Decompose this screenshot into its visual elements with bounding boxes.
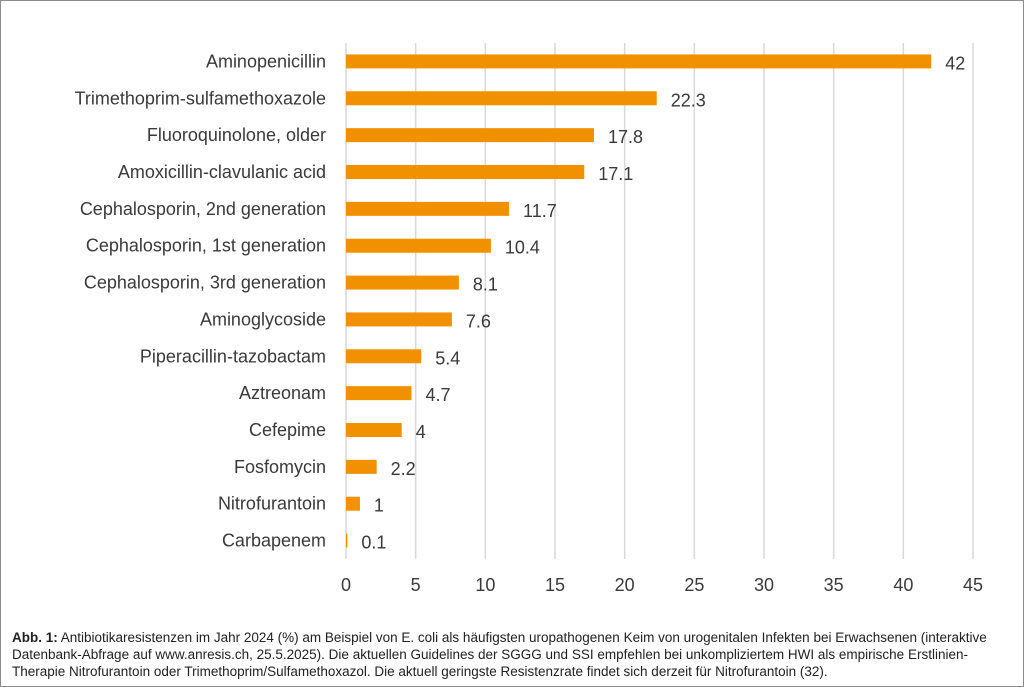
- category-label: Amoxicillin-clavulanic acid: [118, 162, 326, 182]
- bar: [346, 201, 510, 216]
- gridlines: [345, 43, 974, 559]
- value-label: 0.1: [361, 533, 386, 553]
- bar: [346, 496, 360, 511]
- value-label: 22.3: [671, 90, 706, 110]
- bar-chart: Aminopenicillin Trimethoprim-sulfamethoxa…: [75, 43, 983, 595]
- value-label: 1: [374, 496, 384, 516]
- x-tick-label: 5: [411, 575, 421, 595]
- caption-label: Abb. 1:: [12, 630, 58, 645]
- caption-text: Antibiotikaresistenzen im Jahr 2024 (%) …: [12, 630, 987, 679]
- x-tick-label: 20: [615, 575, 635, 595]
- x-tick-label: 15: [545, 575, 565, 595]
- x-tick-label: 25: [684, 575, 704, 595]
- category-label: Fosfomycin: [234, 457, 326, 477]
- x-axis-ticks: 0 5 10 15 20 25 30 35 40 45: [341, 575, 983, 595]
- x-tick-label: 0: [341, 575, 351, 595]
- category-label: Cephalosporin, 1st generation: [86, 236, 326, 256]
- category-label: Nitrofurantoin: [218, 494, 326, 514]
- bar: [346, 533, 348, 548]
- figure-caption: Abb. 1: Antibiotikaresistenzen im Jahr 2…: [12, 629, 1012, 680]
- bar: [346, 54, 932, 69]
- x-tick-label: 10: [475, 575, 495, 595]
- category-label: Cephalosporin, 2nd generation: [80, 199, 326, 219]
- bar: [346, 349, 422, 364]
- category-label: Aminopenicillin: [206, 51, 326, 71]
- bar: [346, 165, 585, 179]
- value-label: 11.7: [523, 201, 557, 221]
- bar: [346, 128, 595, 143]
- x-tick-label: 30: [754, 575, 774, 595]
- value-label: 4: [416, 422, 426, 442]
- bar: [346, 238, 491, 253]
- x-tick-label: 45: [963, 575, 983, 595]
- bar: [346, 459, 377, 474]
- category-label: Cephalosporin, 3rd generation: [84, 273, 326, 293]
- x-tick-label: 40: [893, 575, 913, 595]
- value-labels: 42 22.3 17.8 17.1 11.7 10.4 8.1 7.6 5.4 4.7 42.2 1 0…: [361, 53, 965, 552]
- x-tick-label: 35: [824, 575, 844, 595]
- value-label: 8.1: [473, 275, 498, 295]
- value-label: 42: [945, 53, 965, 73]
- value-label: 2.2: [391, 459, 416, 479]
- value-label: 17.1: [598, 164, 633, 184]
- bar: [346, 423, 402, 437]
- category-label: Piperacillin-tazobactam: [140, 346, 326, 366]
- bar: [346, 275, 459, 290]
- bar: [346, 312, 452, 327]
- value-label: 17.8: [608, 127, 643, 147]
- bar: [346, 386, 412, 401]
- bars: [346, 54, 932, 548]
- category-label: Aminoglycoside: [200, 309, 326, 329]
- category-label: Carbapenem: [222, 531, 326, 551]
- value-label: 7.6: [466, 311, 491, 331]
- value-label: 5.4: [435, 348, 460, 368]
- category-label: Fluoroquinolone, older: [147, 125, 326, 145]
- value-label: 4.7: [425, 385, 450, 405]
- category-label: Cefepime: [249, 420, 326, 440]
- category-label: Trimethoprim-sulfamethoxazole: [75, 88, 326, 108]
- category-label: Aztreonam: [239, 383, 326, 403]
- category-labels: Aminopenicillin Trimethoprim-sulfamethoxa…: [75, 51, 326, 550]
- bar: [346, 91, 657, 106]
- value-label: 10.4: [505, 238, 540, 258]
